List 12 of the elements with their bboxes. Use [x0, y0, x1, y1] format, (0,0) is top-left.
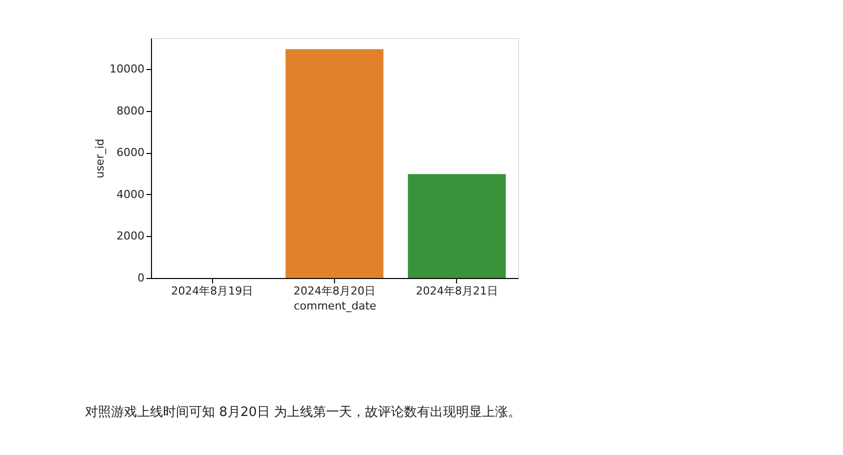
x-tick-label: 2024年8月20日 — [294, 284, 376, 298]
y-tick-label: 6000 — [116, 146, 144, 160]
y-tick-label: 8000 — [116, 104, 144, 118]
y-tick-label: 0 — [138, 272, 144, 284]
text: 对照游戏上线时间可知 8月20日 为上线第一天，故评论数有出现明显上涨。 — [85, 405, 522, 420]
x-tick-label: 2024年8月21日 — [416, 284, 498, 298]
x-tick-label: 2024年8月19日 — [171, 284, 254, 298]
x-axis-title: comment_date — [294, 300, 377, 312]
y-axis-title: user_id — [94, 138, 107, 178]
y-tick-label: 2000 — [116, 230, 144, 243]
y-tick-label: 4000 — [116, 188, 144, 201]
y-tick-label: 10000 — [110, 62, 144, 76]
